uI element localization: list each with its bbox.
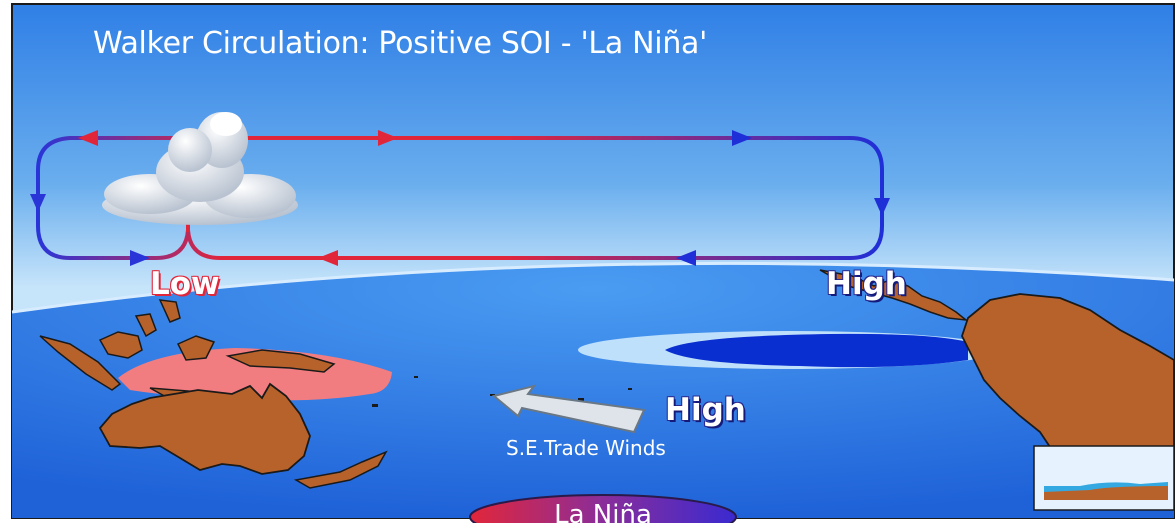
cumulus-cloud xyxy=(102,112,298,225)
arrow-lower-mid xyxy=(318,250,338,266)
arrow-lower-right xyxy=(676,250,696,266)
walker-circulation-loop xyxy=(36,136,884,260)
la-nina-badge xyxy=(469,494,737,523)
diagram-title: Walker Circulation: Positive SOI - 'La N… xyxy=(93,26,708,61)
high-pressure-label-east: High xyxy=(826,266,907,302)
low-pressure-label: Low xyxy=(150,266,220,302)
cold-tongue-core xyxy=(665,333,968,368)
thermocline-inset xyxy=(1033,445,1175,511)
arrow-upper-right xyxy=(732,130,752,146)
arrow-left-down xyxy=(30,194,46,212)
arrow-right-down xyxy=(874,198,890,216)
trade-winds-label: S.E.Trade Winds xyxy=(506,436,666,460)
arrow-upper-mid xyxy=(378,130,398,146)
high-pressure-label-pacific: High xyxy=(665,392,746,428)
central-america-land xyxy=(819,269,969,322)
circulation-arrowheads xyxy=(30,130,890,266)
arrow-lower-left xyxy=(130,250,150,266)
pacific-islands xyxy=(372,376,632,407)
new-zealand-land xyxy=(293,450,388,489)
australia-land xyxy=(98,382,311,475)
la-nina-badge-label: La Niña xyxy=(554,500,652,530)
arrow-upper-left xyxy=(78,130,98,146)
trade-wind-arrow xyxy=(491,384,646,434)
horizon-line xyxy=(11,261,1175,314)
